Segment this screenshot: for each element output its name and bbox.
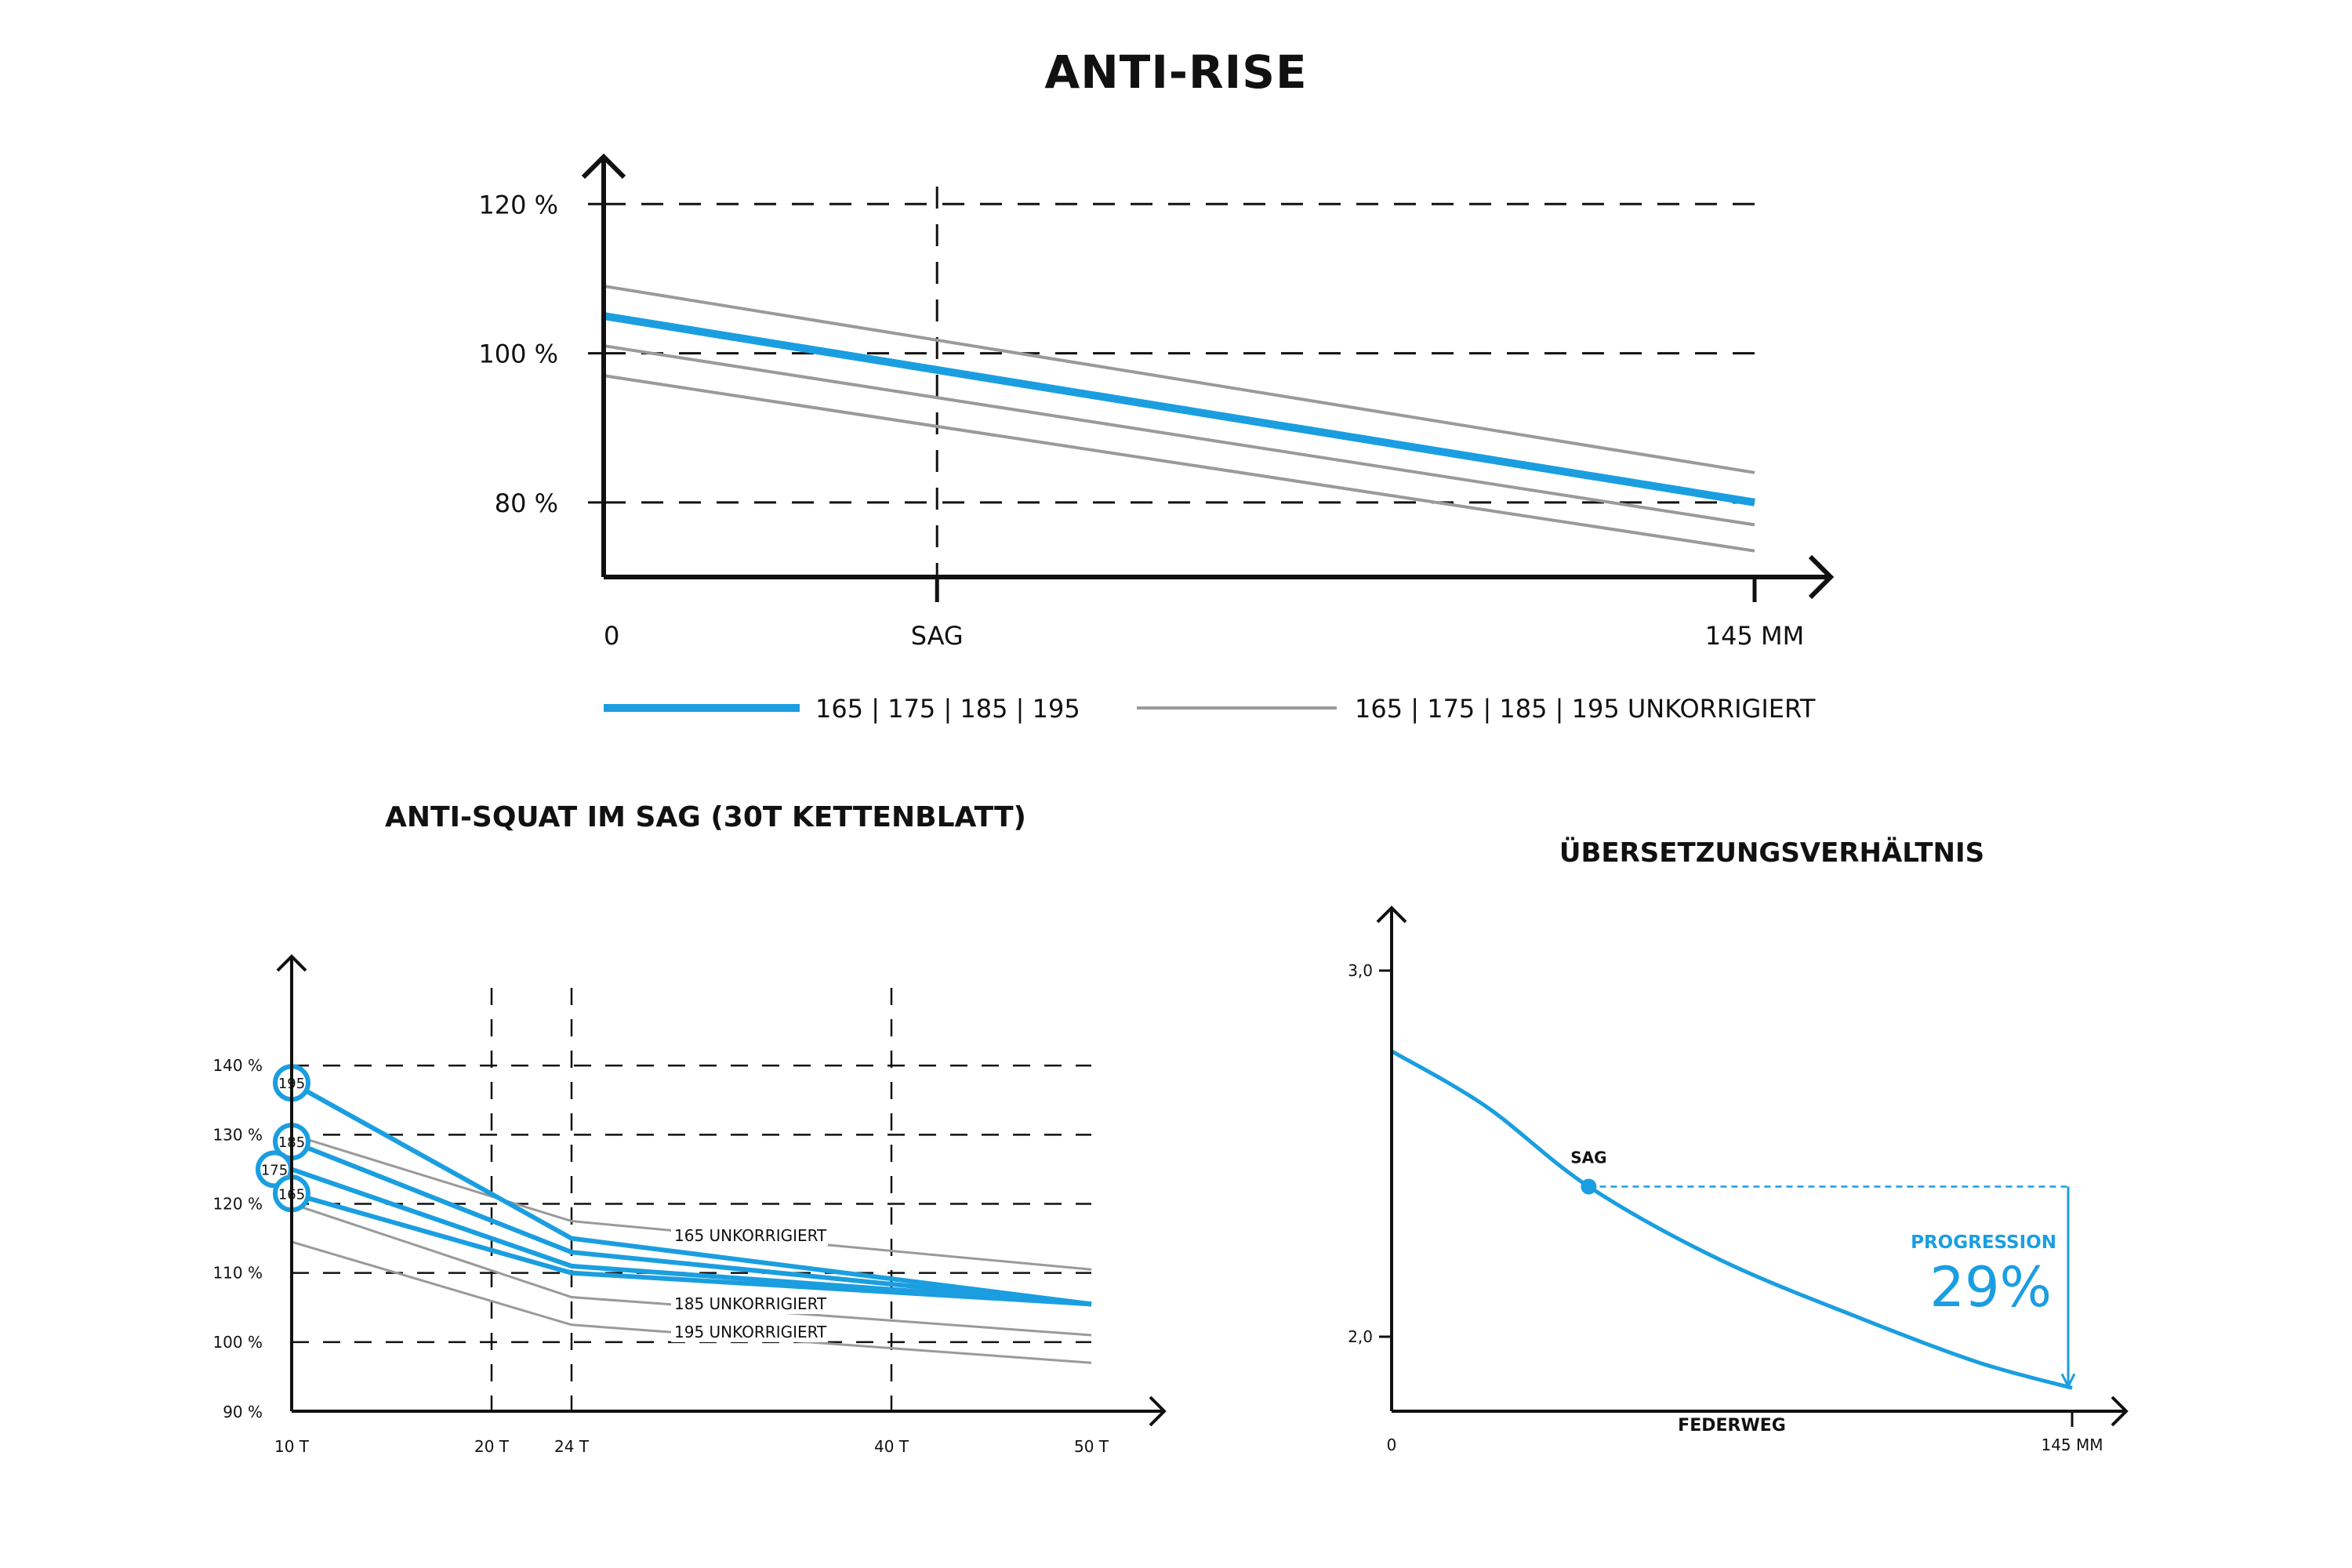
y-tick-label: 100 %: [212, 1333, 263, 1352]
anti-rise-title: ANTI-RISE: [1044, 45, 1308, 99]
progression-label: PROGRESSION: [1911, 1232, 2056, 1253]
y-tick-label: 140 %: [212, 1056, 263, 1075]
x-tick-label: 20 T: [474, 1437, 510, 1456]
series-line-highlight: [290, 1139, 1092, 1307]
x-axis-arrow: [2111, 1396, 2129, 1427]
reference-label-background: [671, 1322, 828, 1342]
series-line-highlight: [603, 312, 1755, 506]
x-tick-label: 0: [604, 621, 619, 651]
series-line-highlight: [291, 1191, 1092, 1307]
sag-label: SAG: [1570, 1149, 1606, 1167]
progression-value: 29%: [1929, 1255, 2052, 1319]
x-tick-label: 50 T: [1074, 1437, 1109, 1456]
series-line-unkorrigiert: [603, 344, 1755, 527]
legend-label-reference: 165 | 175 | 185 | 195 UNKORRIGIERT: [1355, 694, 1816, 724]
anti-rise-chart: 80 % 100 % 120 % 0 SAG 145 MM 165 | 175 | 185 …: [478, 153, 1835, 724]
y-tick-label: 3,0: [1348, 961, 1373, 980]
y-tick-label: 2,0: [1348, 1327, 1373, 1346]
series-line-unkorrigiert: [291, 1240, 1092, 1364]
x-tick-label: 145 MM: [2041, 1436, 2103, 1454]
progression-arrowhead: [2060, 1373, 2076, 1389]
y-tick-label: 130 %: [212, 1125, 263, 1144]
reference-label-background: [671, 1294, 828, 1314]
x-tick-label: SAG: [911, 621, 964, 651]
y-tick-label: 110 %: [212, 1264, 263, 1283]
reference-series-label: 195 UNKORRIGIERT: [674, 1323, 827, 1341]
x-axis-label: FEDERWEG: [1678, 1416, 1786, 1436]
y-axis-arrow: [1376, 906, 1407, 924]
y-tick-label: 100 %: [478, 339, 558, 369]
y-tick-label: 120 %: [478, 190, 558, 220]
x-tick-label: 145 MM: [1705, 621, 1804, 651]
x-tick-label: 10 T: [274, 1437, 310, 1456]
reference-series-label: 165 UNKORRIGIERT: [674, 1226, 827, 1245]
series-line-unkorrigiert: [291, 1133, 1092, 1271]
x-tick-label: 24 T: [554, 1437, 590, 1456]
x-tick-label: 40 T: [874, 1437, 909, 1456]
x-tick-label: 0: [1387, 1436, 1397, 1454]
legend-label-highlight: 165 | 175 | 185 | 195: [815, 694, 1080, 724]
y-tick-label: 80 %: [495, 488, 558, 518]
reference-series-label: 185 UNKORRIGIERT: [674, 1294, 827, 1313]
y-tick-label: 120 %: [212, 1195, 263, 1214]
size-marker-label: 175: [261, 1162, 288, 1178]
series-line-unkorrigiert: [603, 374, 1755, 553]
leverage-ratio-title: ÜBERSETZUNGSVERHÄLTNIS: [1559, 837, 1985, 869]
reference-label-background: [671, 1225, 828, 1246]
series-line-highlight: [290, 1080, 1092, 1307]
anti-squat-title: ANTI-SQUAT IM SAG (30T KETTENBLATT): [385, 801, 1026, 833]
series-line-unkorrigiert: [603, 284, 1755, 474]
y-axis-arrow: [581, 153, 626, 180]
y-axis-arrow: [276, 954, 307, 972]
y-tick-label: 90 %: [223, 1403, 263, 1421]
x-axis-arrow: [1149, 1396, 1167, 1427]
sag-point: [1581, 1178, 1597, 1195]
leverage-ratio-curve: [1390, 1049, 2073, 1390]
x-axis-arrow: [1808, 554, 1835, 600]
series-line-unkorrigiert: [291, 1203, 1092, 1337]
